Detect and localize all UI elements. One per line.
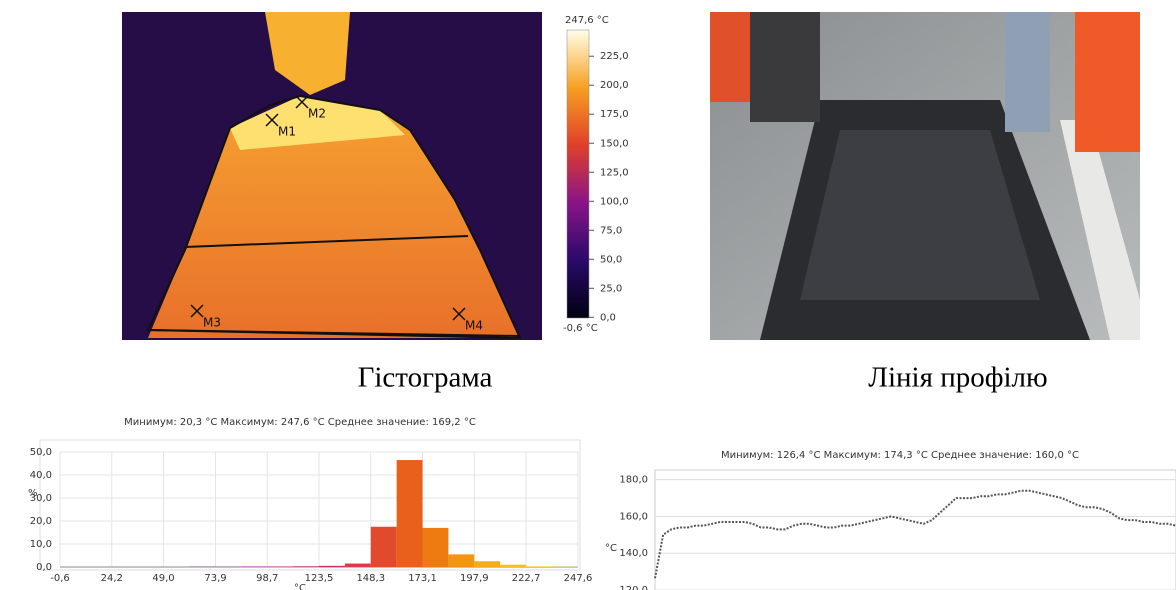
bar (423, 528, 449, 567)
x-tick-label: 222,7 (512, 573, 541, 584)
bar (500, 565, 526, 567)
marker-label: M3 (203, 316, 221, 330)
bar (371, 527, 397, 567)
y-tick-label: 0,0 (36, 562, 52, 573)
colorbar-max: 247,6 °C (565, 15, 609, 26)
caption: Лінія профілю (868, 362, 1047, 394)
colorbar-tick-label: 200,0 (600, 80, 629, 91)
profile-line (655, 491, 1176, 579)
colorbar-tick-label: 50,0 (600, 254, 622, 265)
hist-frame (40, 440, 580, 570)
road-photo (710, 12, 1140, 340)
colorbar-min: -0,6 °C (563, 323, 598, 334)
y-tick-label: 180,0 (619, 475, 648, 486)
bar (448, 554, 474, 567)
colorbar-tick-label: 75,0 (600, 225, 622, 236)
x-tick-label: 148,3 (356, 573, 385, 584)
y-axis-label: °C (605, 543, 617, 554)
bar (319, 566, 345, 567)
x-tick-label: 123,5 (305, 573, 334, 584)
y-tick-label: 50,0 (30, 447, 52, 458)
colorbar-tick-label: 225,0 (600, 51, 629, 62)
bar (345, 564, 371, 567)
x-tick-label: -0,6 (50, 573, 70, 584)
line-frame (655, 470, 1176, 590)
marker-label: M2 (308, 107, 326, 121)
bar (526, 566, 552, 567)
colorbar-tick-label: 0,0 (600, 312, 616, 323)
y-tick-label: 140,0 (619, 548, 648, 559)
y-tick-label: 120,0 (619, 585, 648, 590)
x-tick-label: 24,2 (101, 573, 123, 584)
x-tick-label: 197,9 (460, 573, 489, 584)
chart-title: Минимум: 126,4 °C Максимум: 174,3 °C Сре… (721, 450, 1079, 461)
page-canvas: M1 M2 M3 M4 247,6 °C -0,6 °C 225,0 200,0 175,0 15… (0, 0, 1176, 590)
y-tick-label: 30,0 (30, 493, 52, 504)
x-tick-label: 98,7 (256, 573, 278, 584)
y-tick-label: 10,0 (30, 539, 52, 550)
thermal-image (122, 12, 589, 340)
x-tick-label: 73,9 (204, 573, 226, 584)
bar (293, 566, 319, 567)
y-tick-label: 40,0 (30, 470, 52, 481)
marker-label: M4 (465, 319, 483, 333)
chart-title: Минимум: 20,3 °C Максимум: 247,6 °C Сред… (124, 417, 476, 428)
y-tick-label: 20,0 (30, 516, 52, 527)
caption: Гістограма (358, 362, 493, 394)
x-axis-label: °C (294, 583, 306, 590)
bar (397, 460, 423, 567)
bar (474, 561, 500, 567)
marker-label: M1 (278, 125, 296, 139)
colorbar-tick-label: 150,0 (600, 138, 629, 149)
colorbar-tick-label: 125,0 (600, 167, 629, 178)
colorbar-tick-label: 100,0 (600, 196, 629, 207)
y-tick-label: 160,0 (619, 511, 648, 522)
x-tick-label: 247,6 (564, 573, 593, 584)
x-tick-label: 173,1 (408, 573, 437, 584)
x-tick-label: 49,0 (152, 573, 174, 584)
colorbar-tick-label: 175,0 (600, 109, 629, 120)
page: M1 M2 M3 M4 247,6 °C -0,6 °C 225,0 200,0 175,0 15… (0, 0, 1176, 590)
colorbar-tick-label: 25,0 (600, 283, 622, 294)
